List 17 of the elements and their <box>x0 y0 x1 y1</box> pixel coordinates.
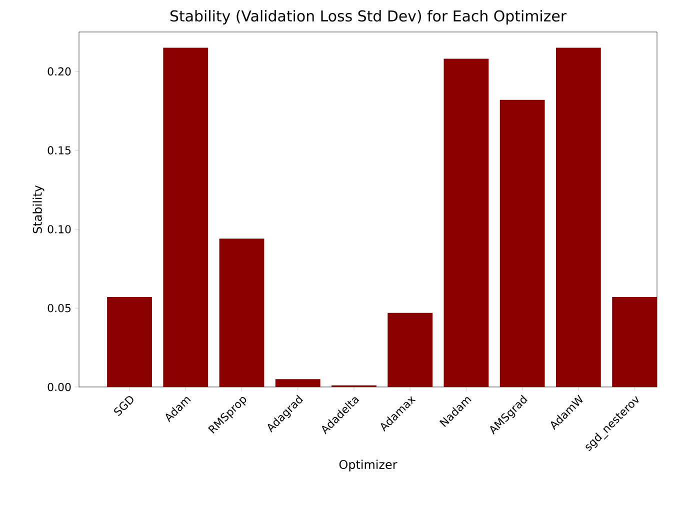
y-tick-label: 0.05 <box>48 304 71 312</box>
y-tick-label: 0.00 <box>48 382 71 392</box>
x-axis-title: Optimizer <box>339 460 398 472</box>
bar <box>444 58 489 387</box>
y-axis-title: Stability <box>32 185 44 234</box>
bar <box>388 312 433 387</box>
bar <box>275 379 320 387</box>
bar <box>612 297 657 387</box>
bar <box>107 297 152 387</box>
y-tick-label: 0.15 <box>48 146 71 154</box>
bar <box>219 238 264 387</box>
bar <box>500 100 545 387</box>
bar <box>556 48 601 387</box>
bar <box>163 48 208 387</box>
chart-title: Stability (Validation Loss Std Dev) for Each Optimizer <box>170 10 567 24</box>
y-tick-label: 0.10 <box>48 225 71 234</box>
y-tick-label: 0.20 <box>48 67 71 76</box>
